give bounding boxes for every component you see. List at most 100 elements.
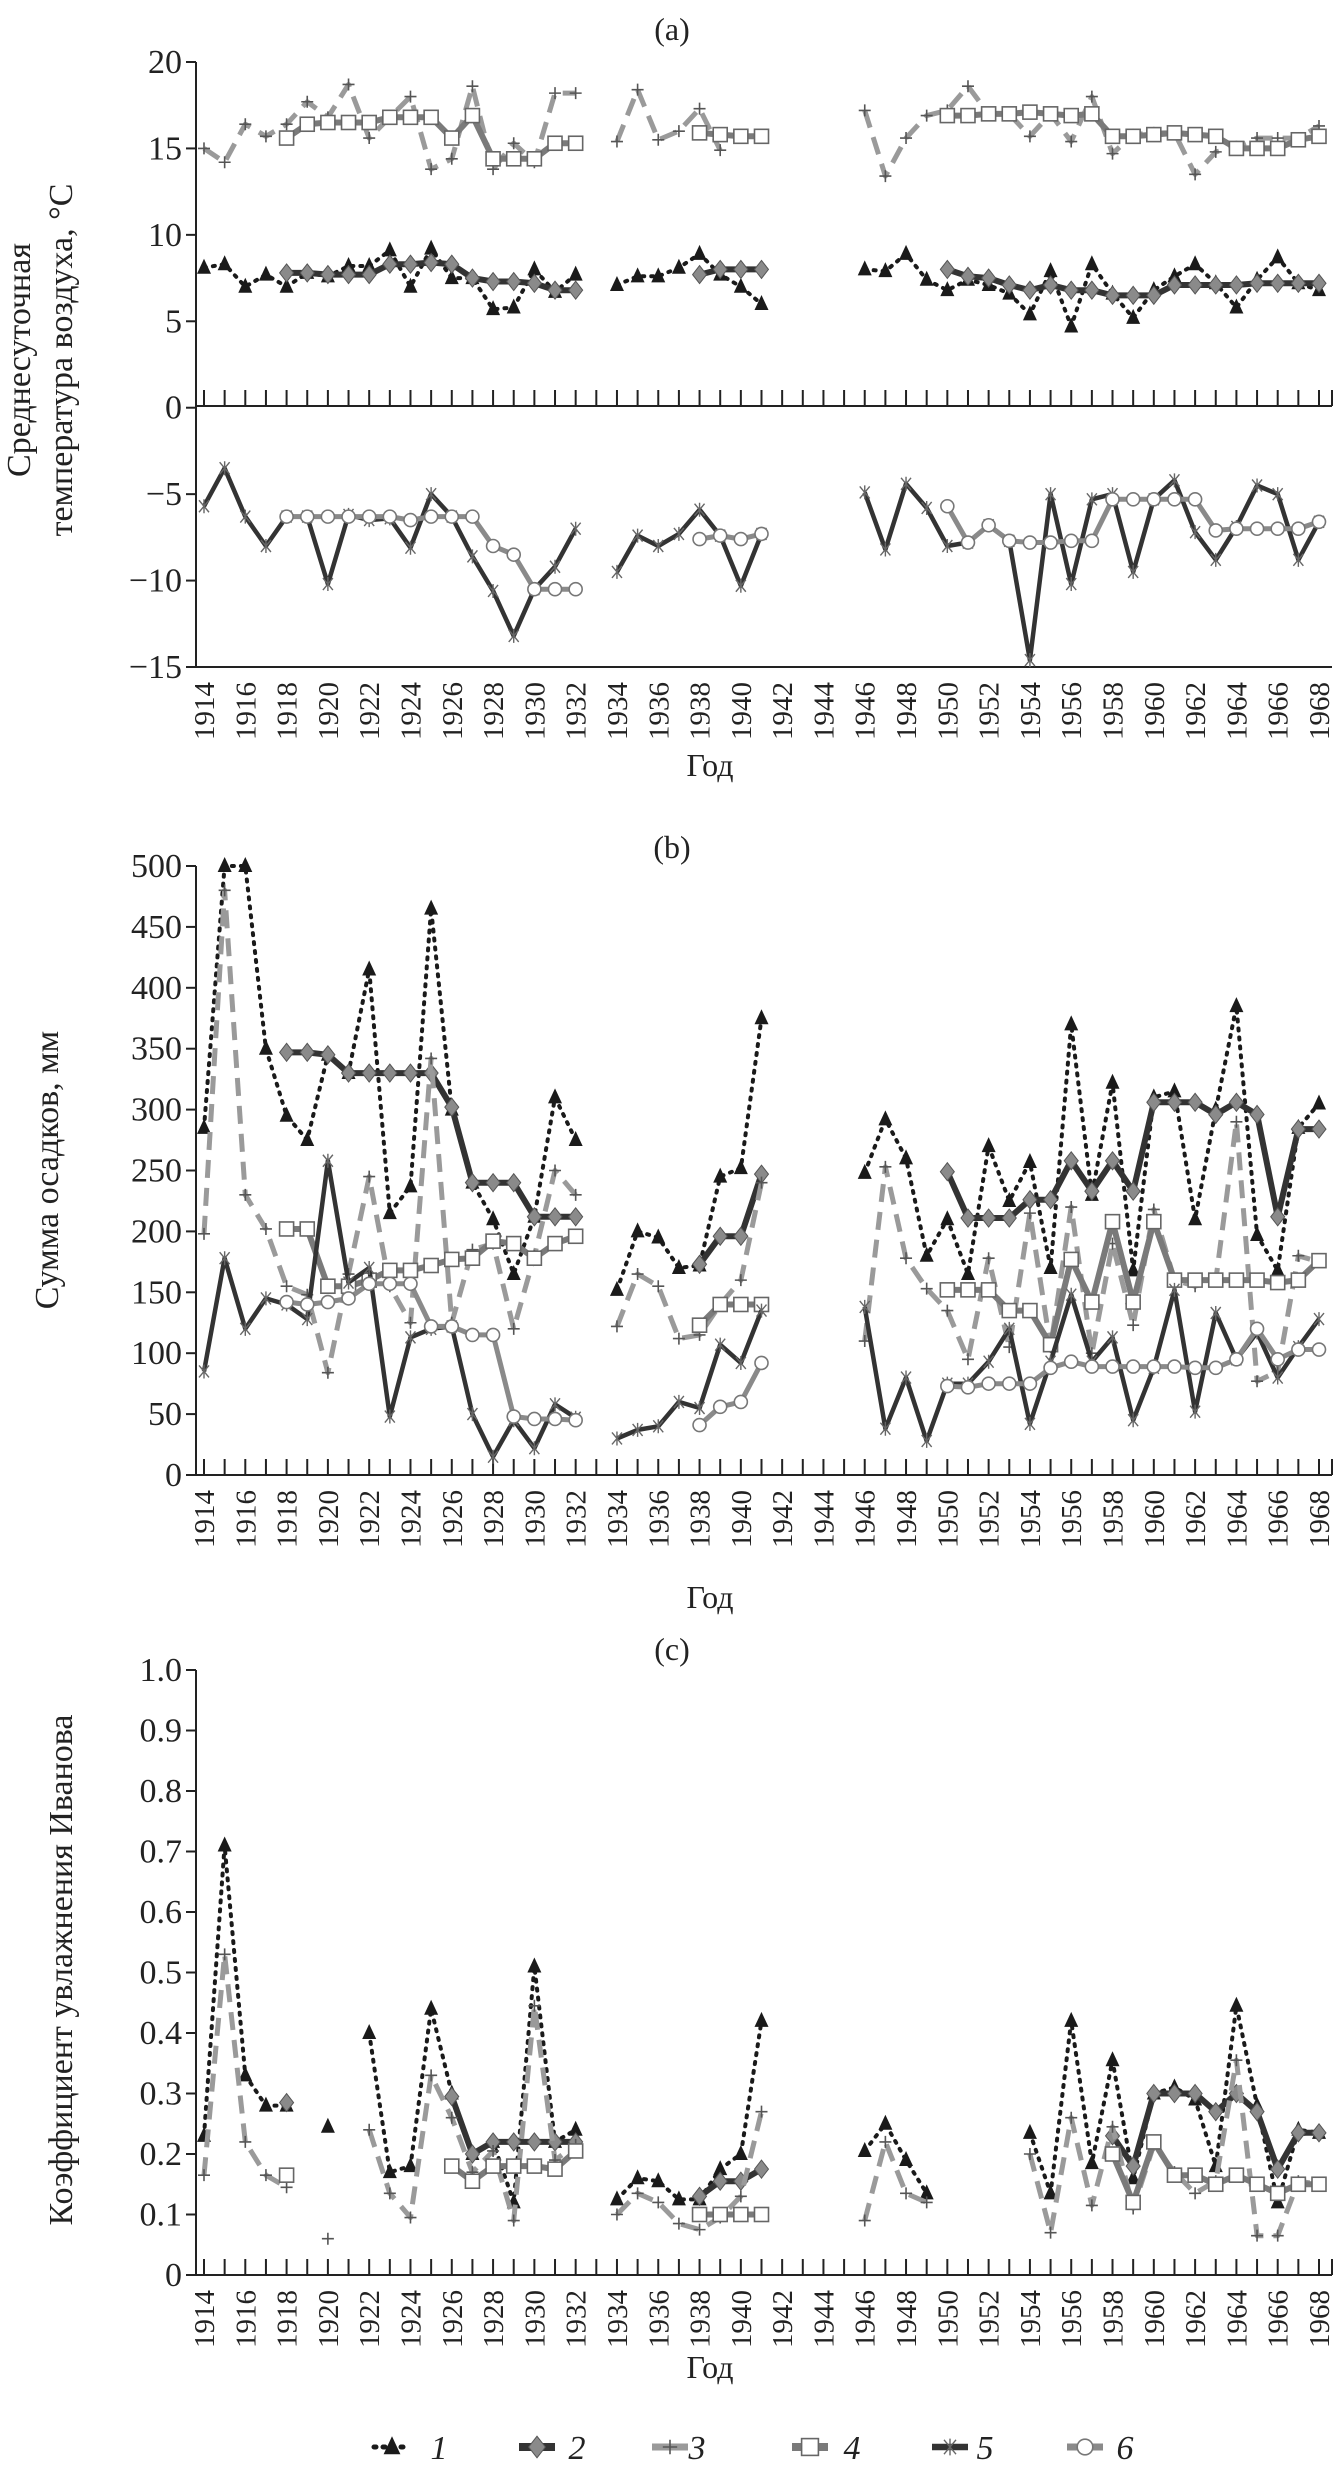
series-line [862, 2121, 929, 2196]
asterisk-marker [652, 1419, 664, 1434]
plus-marker [920, 2196, 933, 2209]
asterisk-marker [1313, 1312, 1325, 1327]
asterisk-marker [1251, 478, 1263, 493]
square-marker [1104, 1213, 1121, 1230]
diamond-marker [712, 259, 728, 280]
diamond-marker [568, 1206, 584, 1227]
circle-marker [1022, 1376, 1038, 1391]
diamond-marker [1270, 273, 1286, 294]
square-marker [278, 2167, 295, 2183]
diamond-marker [691, 2186, 708, 2207]
asterisk-marker [549, 1397, 561, 1412]
square-marker [505, 2158, 522, 2174]
legend: 1 2 3 4 5 6 [371, 2430, 1134, 2467]
plus-marker [734, 1274, 747, 1287]
triangle-marker [217, 1836, 232, 1852]
diamond-marker [733, 259, 749, 280]
asterisk-marker [1065, 577, 1077, 592]
circle-marker [1311, 514, 1327, 530]
square-marker [1125, 2194, 1141, 2211]
plus-marker [1023, 130, 1036, 143]
diamond-marker [1228, 1092, 1245, 1113]
circle-marker [1043, 1360, 1058, 1376]
square-marker [485, 151, 501, 167]
y-tick-label: 450 [131, 909, 182, 946]
circle-marker [1146, 492, 1162, 507]
plus-marker [198, 2169, 210, 2182]
triangle-marker [630, 2169, 645, 2185]
y-axis-label: Среднесуточная [1, 243, 38, 477]
diamond-marker [1187, 2083, 1203, 2104]
circle-marker [1125, 492, 1141, 507]
diamond-marker [1208, 275, 1224, 295]
x-tick-label: 1956 [1056, 682, 1088, 740]
asterisk-marker [1127, 1413, 1139, 1428]
y-tick-label: 150 [131, 1274, 182, 1311]
square-marker [1146, 2134, 1162, 2150]
asterisk-marker [466, 1407, 478, 1422]
triangle-marker [919, 270, 934, 286]
triangle-marker [486, 1210, 501, 1226]
asterisk-marker [219, 461, 231, 476]
triangle-marker [424, 899, 439, 915]
diamond-marker [1290, 1119, 1306, 1139]
triangle-marker [1084, 255, 1099, 271]
y-tick-label: 0.3 [140, 2076, 183, 2113]
circle-marker [299, 509, 315, 524]
triangle-marker [238, 857, 253, 872]
series-line [202, 1843, 289, 2138]
circle-marker [1105, 492, 1120, 507]
x-tick-label: 1918 [272, 1490, 304, 1548]
x-tick-label: 1914 [189, 2290, 221, 2349]
diamond-marker [753, 2159, 770, 2179]
asterisk-marker [859, 485, 871, 500]
square-marker [691, 1317, 708, 1333]
legend-item-5: 5 [932, 2430, 994, 2467]
y-tick-label: 300 [131, 1092, 182, 1129]
series-line [616, 1309, 764, 1441]
triangle-marker [1022, 2123, 1037, 2139]
series-line [699, 129, 762, 140]
x-tick-label: 1942 [767, 2290, 799, 2348]
circle-marker [692, 1417, 707, 1433]
plus-marker [755, 1176, 768, 1189]
x-tick-label: 1966 [1263, 2290, 1295, 2348]
square-marker [1290, 1272, 1307, 1288]
circle-marker [940, 498, 955, 514]
square-marker [691, 2206, 708, 2223]
square-marker [691, 125, 708, 141]
square-marker [1207, 128, 1224, 145]
asterisk-marker [673, 1394, 685, 1409]
square-marker [1146, 126, 1162, 143]
square-marker [485, 2158, 501, 2174]
diamond-marker [485, 1172, 501, 1193]
asterisk-marker [1024, 1416, 1036, 1431]
plus-marker [1189, 168, 1202, 181]
plus-marker [259, 130, 272, 143]
square-marker [1104, 128, 1121, 145]
square-marker [464, 2173, 481, 2190]
circle-marker [279, 509, 294, 524]
x-tick-label: 1946 [850, 1490, 882, 1548]
diamond-marker [1270, 2159, 1286, 2179]
legend-item-2: 2 [519, 2430, 586, 2467]
diamond-marker [485, 271, 501, 292]
asterisk-marker [508, 628, 520, 643]
legend-item-3: 3 [652, 2430, 706, 2467]
circle-marker [568, 581, 583, 597]
plus-marker [425, 163, 438, 176]
triangle-marker [217, 857, 232, 872]
square-marker [733, 2206, 749, 2223]
diamond-marker [444, 1097, 460, 1117]
asterisk-marker [1065, 1287, 1077, 1302]
diamond-marker [1063, 1150, 1079, 1171]
x-tick-label: 1946 [850, 2290, 882, 2348]
square-marker [526, 2158, 543, 2174]
plus-marker [879, 170, 892, 183]
triangle-marker [899, 244, 914, 260]
asterisk-marker [466, 549, 478, 564]
diamond-marker [526, 1206, 543, 1227]
x-tick-label: 1950 [932, 682, 964, 740]
diamond-marker [1146, 2083, 1162, 2104]
x-tick-label: 1914 [189, 682, 221, 741]
